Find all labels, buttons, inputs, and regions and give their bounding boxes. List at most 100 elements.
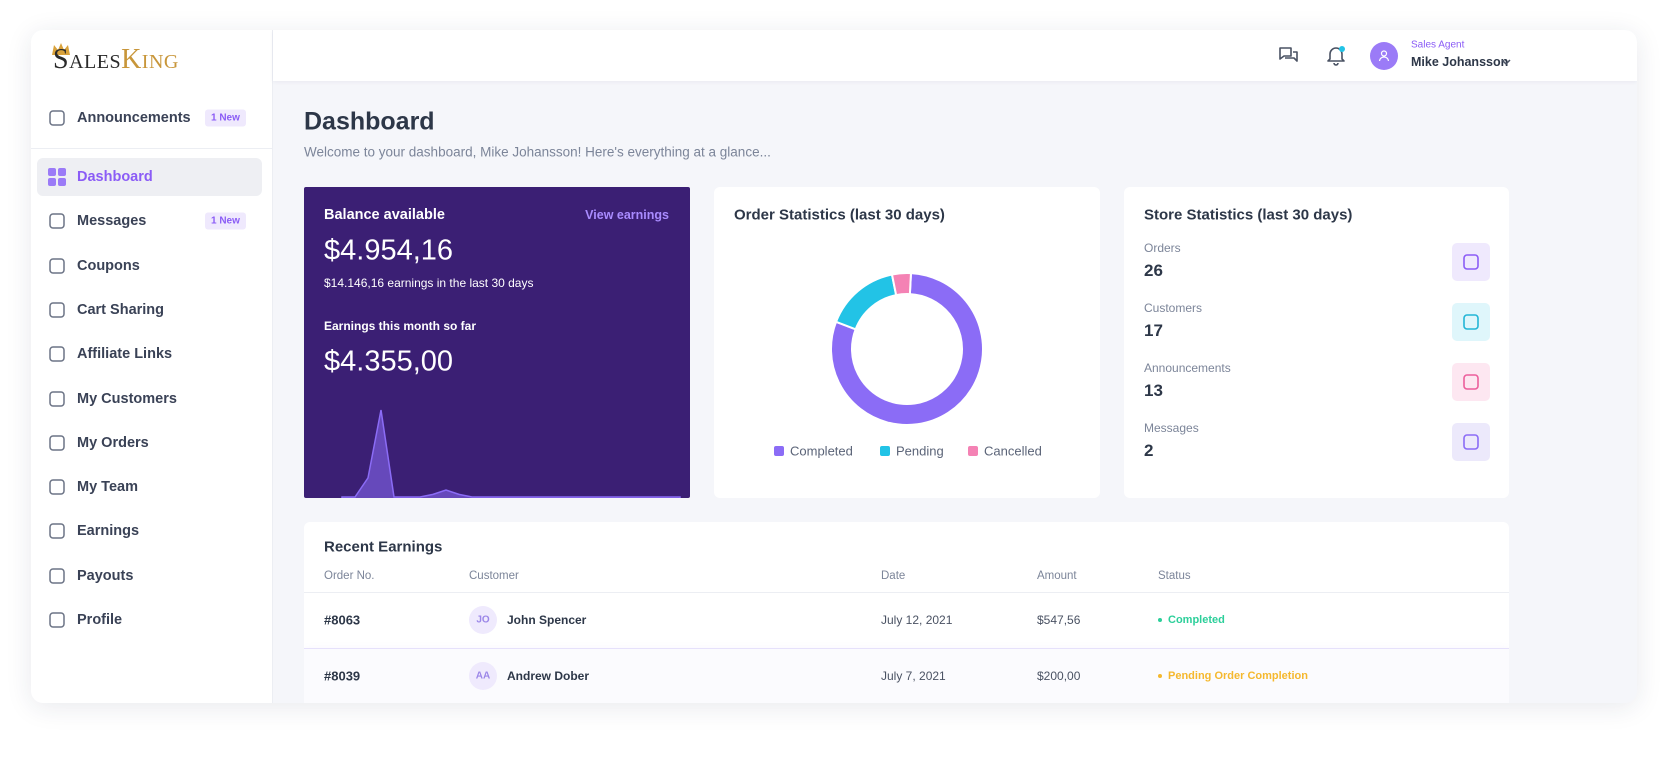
sparkline bbox=[341, 409, 681, 498]
card-title: Balance available bbox=[324, 207, 445, 223]
icon-glyph bbox=[1463, 314, 1479, 330]
badge: 1 New bbox=[205, 212, 246, 230]
date: July 12, 2021 bbox=[881, 613, 953, 627]
nav-icon bbox=[49, 257, 65, 274]
chat-icon[interactable] bbox=[1277, 45, 1299, 65]
nav-item[interactable]: Affiliate Links bbox=[77, 346, 173, 363]
stat-icon bbox=[1452, 303, 1490, 341]
icon-part bbox=[49, 302, 65, 318]
nav-item[interactable]: Earnings bbox=[77, 523, 140, 540]
stat-value: 17 bbox=[1144, 321, 1163, 340]
icon-part bbox=[49, 213, 65, 230]
donut-segment bbox=[890, 272, 913, 297]
legend-label: Completed bbox=[790, 443, 853, 458]
customer-name: John Spencer bbox=[507, 613, 587, 627]
icon-part bbox=[49, 435, 65, 451]
column-header: Amount bbox=[1037, 570, 1077, 582]
nav-icon bbox=[49, 479, 65, 495]
nav-icon bbox=[49, 110, 65, 126]
chevron[interactable] bbox=[1501, 58, 1511, 66]
icon-glyph bbox=[1463, 434, 1479, 450]
nav-item[interactable]: My Team bbox=[77, 479, 138, 496]
icon-part bbox=[49, 257, 65, 274]
nav-icon bbox=[49, 523, 65, 540]
icon-part bbox=[49, 390, 65, 407]
icon-part bbox=[49, 479, 65, 495]
nav-icon bbox=[49, 435, 65, 451]
balance-card: Balance available View earnings $4.954,1… bbox=[304, 187, 690, 498]
column-header: Status bbox=[1158, 570, 1191, 582]
nav-item[interactable]: Announcements bbox=[77, 110, 191, 126]
icon-glyph bbox=[1463, 374, 1479, 390]
balance-note: $14.146,16 earnings in the last 30 days bbox=[324, 276, 534, 290]
nav-item[interactable]: Payouts bbox=[77, 567, 134, 584]
user-name[interactable]: Mike Johansson bbox=[1411, 55, 1509, 69]
icon-part bbox=[49, 110, 65, 126]
column-header: Order No. bbox=[324, 570, 375, 582]
separator bbox=[31, 148, 272, 149]
nav-item[interactable]: Dashboard bbox=[77, 169, 153, 185]
initials: JO bbox=[476, 614, 490, 626]
icon-part bbox=[49, 612, 65, 628]
logo[interactable]: SalesKing bbox=[53, 44, 179, 76]
nav-icon bbox=[49, 302, 65, 318]
icon-part bbox=[1463, 254, 1479, 270]
order-no: #8063 bbox=[324, 612, 361, 628]
icon-part bbox=[1463, 314, 1479, 330]
legend-swatch bbox=[774, 446, 784, 456]
stat-label: Messages bbox=[1144, 421, 1199, 435]
icon-part bbox=[49, 523, 65, 540]
avatar[interactable] bbox=[1369, 41, 1399, 71]
earnings-card: Recent Earnings Order No. Customer Date Amo… bbox=[304, 522, 1509, 703]
topbar: Sales Agent Mike Johansson bbox=[273, 30, 1637, 81]
link[interactable]: View earnings bbox=[585, 208, 669, 222]
initials-avatar bbox=[469, 606, 497, 634]
nav-icon bbox=[49, 612, 65, 628]
card-title: Order Statistics (last 30 days) bbox=[734, 206, 945, 224]
month-amount: $4.355,00 bbox=[324, 345, 454, 378]
icon-glyph bbox=[1463, 254, 1479, 270]
nav-item[interactable]: Coupons bbox=[77, 257, 140, 274]
area bbox=[341, 409, 681, 498]
user-role: Sales Agent bbox=[1411, 39, 1465, 51]
icon-part bbox=[49, 346, 65, 362]
table-row[interactable]: #8039 AA Andrew Dober July 7, 2021 $200,00 Pe… bbox=[304, 648, 1509, 703]
card-title: Store Statistics (last 30 days) bbox=[1144, 206, 1353, 224]
icon-part bbox=[1463, 374, 1479, 390]
nav-item[interactable]: My Customers bbox=[77, 390, 177, 407]
stat-icon bbox=[1452, 363, 1490, 401]
status-dot bbox=[1158, 674, 1162, 678]
nav-item[interactable]: Messages bbox=[77, 213, 147, 230]
crown-icon bbox=[52, 43, 70, 55]
icon-part bbox=[58, 168, 66, 176]
nav-icon bbox=[49, 567, 65, 584]
legend-swatch bbox=[968, 446, 978, 456]
sidebar: SalesKing Announcements 1 New Dashboard Mes… bbox=[31, 30, 273, 703]
column-header: Date bbox=[881, 570, 906, 582]
nav-item[interactable]: Cart Sharing bbox=[77, 301, 165, 318]
customer-name: Andrew Dober bbox=[507, 669, 590, 683]
page-subtitle: Welcome to your dashboard, Mike Johansso… bbox=[304, 144, 771, 160]
bell-icon[interactable] bbox=[1325, 44, 1347, 66]
icon-part bbox=[58, 178, 66, 186]
page-title: Dashboard bbox=[304, 107, 435, 136]
order-no: #8039 bbox=[324, 668, 361, 684]
store-card: Store Statistics (last 30 days) Orders 26… bbox=[1124, 187, 1509, 498]
separator bbox=[304, 592, 1509, 593]
nav-icon bbox=[49, 346, 65, 362]
stat-label: Customers bbox=[1144, 301, 1203, 315]
icon-part bbox=[48, 168, 56, 176]
legend-swatch bbox=[880, 446, 890, 456]
stat-label: Orders bbox=[1144, 241, 1181, 255]
icon-part bbox=[49, 567, 65, 584]
nav-item[interactable]: My Orders bbox=[77, 434, 149, 451]
month-label: Earnings this month so far bbox=[324, 319, 477, 333]
initials: AA bbox=[475, 670, 491, 682]
nav-item[interactable]: Profile bbox=[77, 612, 123, 628]
status-dot bbox=[1158, 618, 1162, 622]
balance-amount: $4.954,16 bbox=[324, 234, 454, 267]
table-row[interactable]: #8063 JO John Spencer July 12, 2021 $547,56 C… bbox=[304, 593, 1509, 647]
icon-part bbox=[48, 178, 56, 186]
nav-icon bbox=[49, 390, 65, 407]
